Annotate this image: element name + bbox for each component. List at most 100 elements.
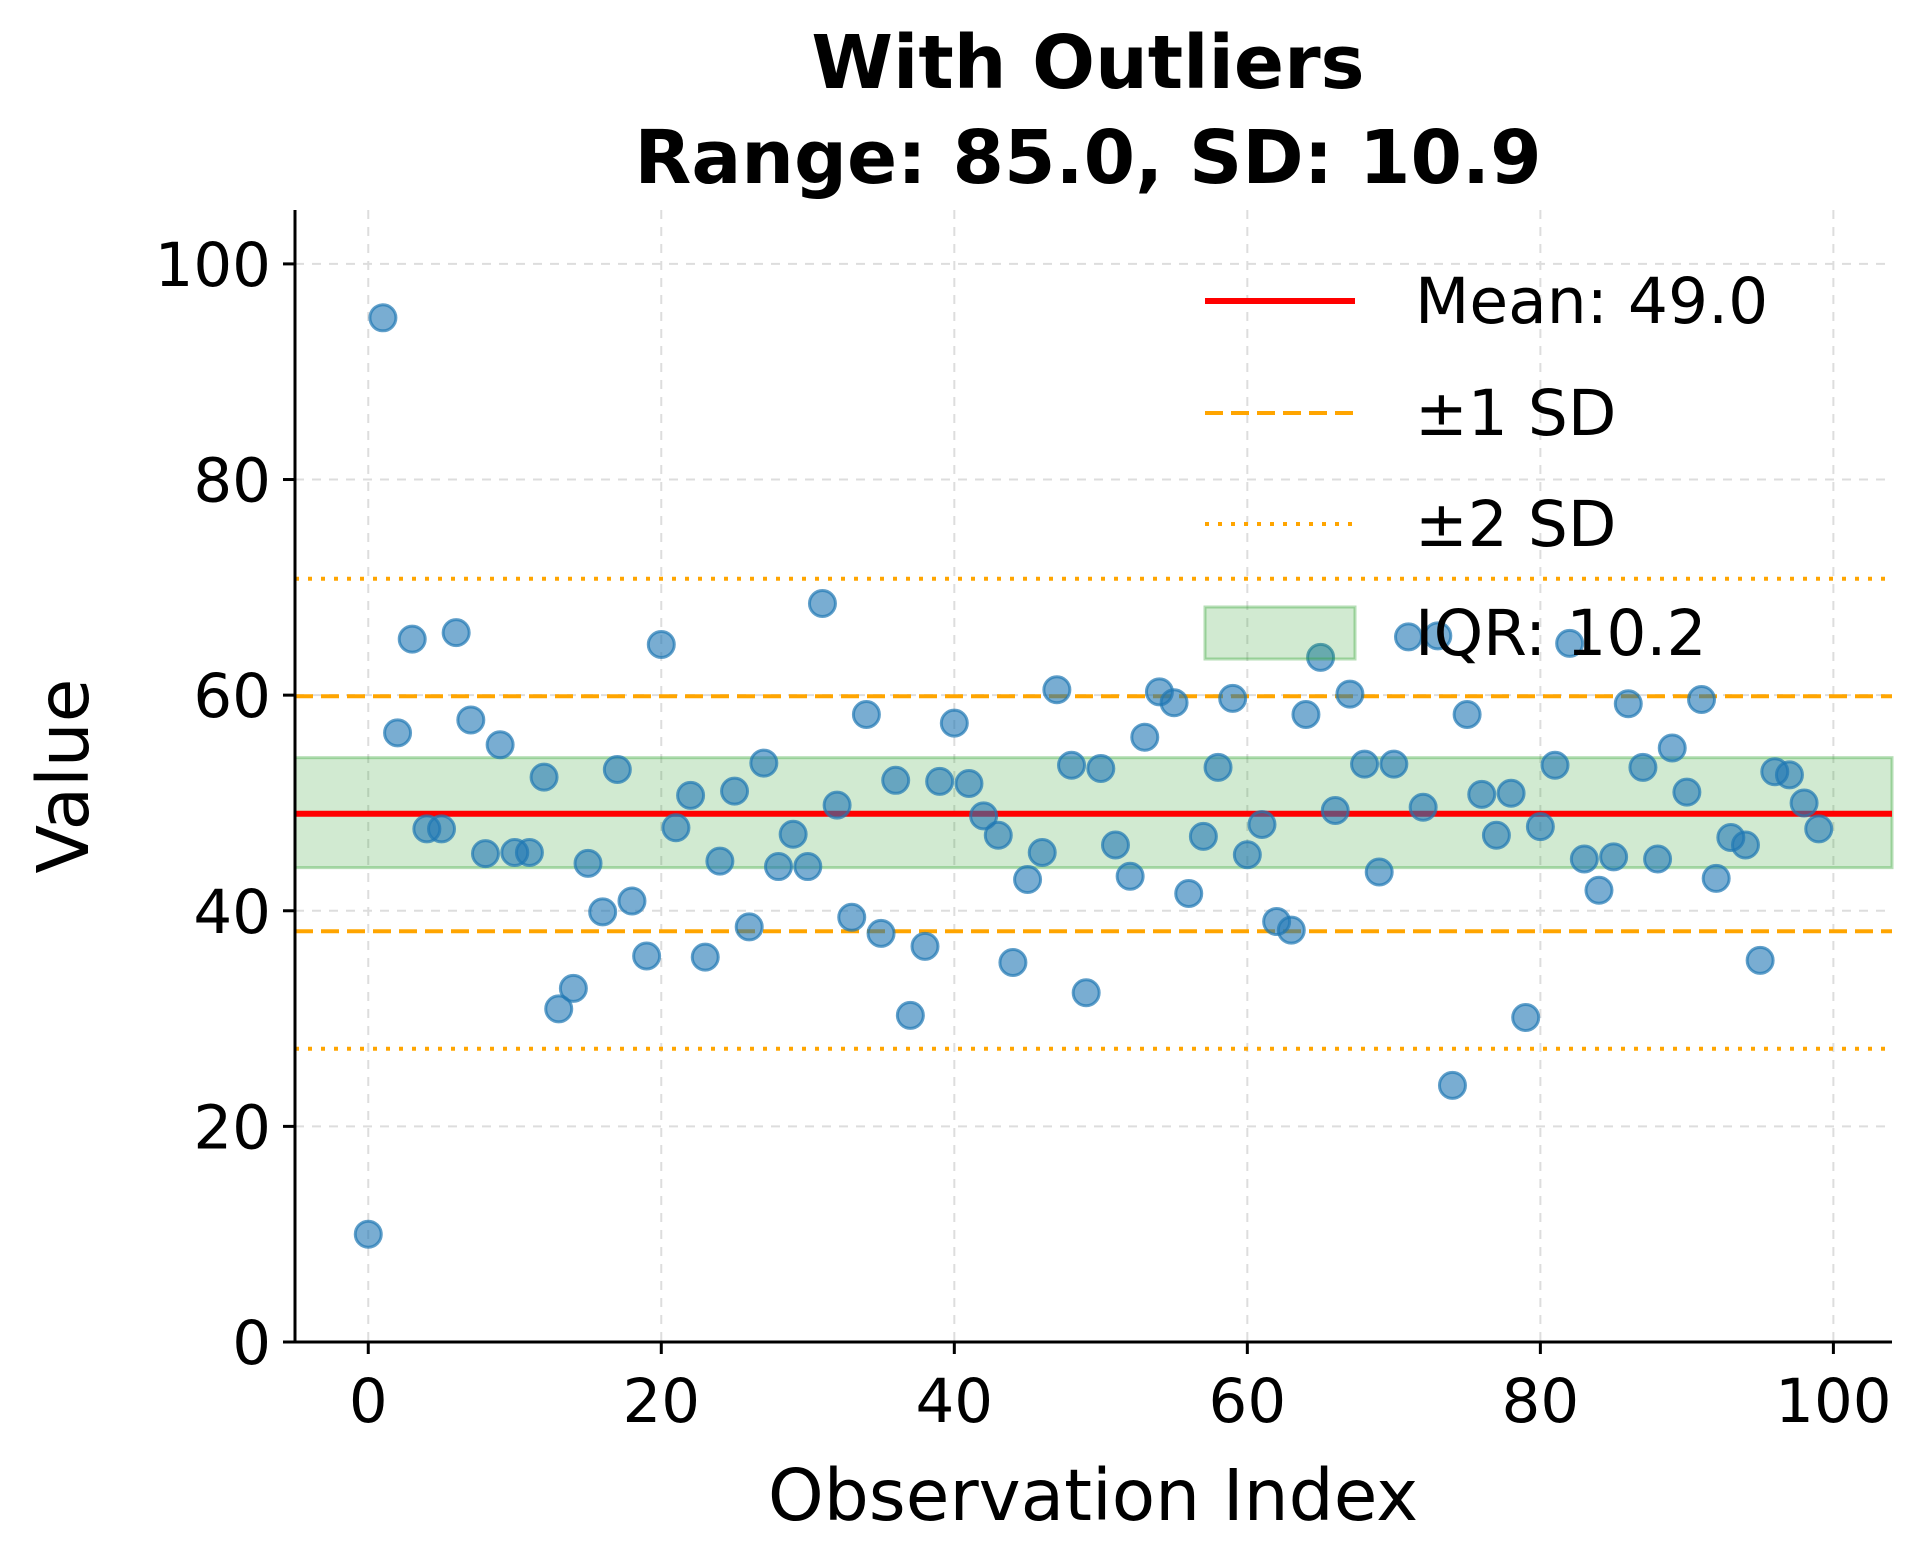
data-point: [544, 994, 574, 1024]
data-point: [397, 624, 427, 654]
data-point: [1804, 814, 1834, 844]
data-point: [1672, 777, 1702, 807]
legend: Mean: 49.0 ±1 SD ±2 SD IQR: 10.2: [1203, 265, 1768, 670]
data-point: [1057, 750, 1087, 780]
data-point: [1452, 700, 1482, 730]
data-point: [1745, 945, 1775, 975]
data-point: [441, 618, 471, 648]
data-point: [1613, 689, 1643, 719]
x-tick-label: 20: [622, 1366, 700, 1437]
data-point: [1350, 749, 1380, 779]
data-point: [969, 801, 999, 831]
data-point: [514, 838, 544, 868]
data-point: [646, 629, 676, 659]
y-tick-label: 80: [193, 446, 271, 517]
data-point: [676, 780, 706, 810]
data-point: [851, 700, 881, 730]
data-point: [1027, 838, 1057, 868]
data-point: [690, 942, 720, 972]
data-point: [1525, 812, 1555, 842]
y-axis-label: Value: [22, 679, 105, 874]
data-point: [895, 1000, 925, 1030]
data-point: [1643, 844, 1673, 874]
data-point: [661, 813, 691, 843]
data-point: [983, 820, 1013, 850]
data-point: [1555, 628, 1585, 658]
data-point: [866, 918, 896, 948]
data-point: [1042, 675, 1072, 705]
y-tick-label: 0: [232, 1308, 271, 1379]
data-point: [1232, 840, 1262, 870]
data-point: [1701, 863, 1731, 893]
data-point: [1599, 842, 1629, 872]
data-point: [1130, 722, 1160, 752]
y-tick-label: 40: [193, 877, 271, 948]
data-point: [1188, 821, 1218, 851]
data-point: [749, 748, 779, 778]
legend-iqr-swatch: [1203, 605, 1357, 661]
data-point: [939, 708, 969, 738]
data-point: [1276, 915, 1306, 945]
data-points: [353, 303, 1834, 1249]
data-point: [558, 973, 588, 1003]
x-tick-label: 40: [915, 1366, 993, 1437]
data-point: [1320, 795, 1350, 825]
data-point: [954, 769, 984, 799]
data-point: [1730, 830, 1760, 860]
y-tick-label: 60: [193, 661, 271, 732]
data-point: [1174, 879, 1204, 909]
data-point: [910, 931, 940, 961]
data-point: [617, 886, 647, 916]
data-point: [588, 897, 618, 927]
data-point: [763, 852, 793, 882]
legend-label: ±2 SD: [1415, 488, 1616, 561]
data-point: [1071, 978, 1101, 1008]
legend-label: ±1 SD: [1415, 377, 1616, 450]
data-point: [1306, 642, 1336, 672]
data-point: [778, 819, 808, 849]
data-point: [1540, 750, 1570, 780]
data-point: [1115, 861, 1145, 891]
x-axis-label: Observation Index: [768, 1454, 1418, 1537]
data-point: [837, 902, 867, 932]
data-point: [1496, 778, 1526, 808]
data-point: [1408, 792, 1438, 822]
data-point: [734, 912, 764, 942]
data-point: [470, 839, 500, 869]
data-point: [1203, 752, 1233, 782]
data-point: [1569, 844, 1599, 874]
data-point: [925, 766, 955, 796]
data-point: [1335, 679, 1365, 709]
x-tick-label: 0: [349, 1366, 388, 1437]
data-point: [1687, 684, 1717, 714]
data-point: [632, 941, 662, 971]
data-point: [1364, 857, 1394, 887]
data-point: [1218, 683, 1248, 713]
data-point: [529, 762, 559, 792]
data-point: [1467, 779, 1497, 809]
data-point: [1657, 733, 1687, 763]
data-point: [456, 705, 486, 735]
x-tick-label: 100: [1775, 1366, 1891, 1437]
data-point: [1437, 1070, 1467, 1100]
data-point: [1584, 875, 1614, 905]
data-point: [1086, 753, 1116, 783]
y-tick-label: 100: [155, 230, 271, 301]
data-point: [1247, 810, 1277, 840]
data-point: [1423, 621, 1453, 651]
chart-title: With Outliers: [811, 20, 1364, 106]
data-point: [881, 765, 911, 795]
ticks: 0 20 40 60 80 100 0 20 40 60 80 100: [155, 230, 1892, 1437]
data-point: [485, 730, 515, 760]
data-point: [807, 589, 837, 619]
data-point: [793, 852, 823, 882]
data-point: [705, 846, 735, 876]
data-point: [1159, 688, 1189, 718]
data-point: [822, 790, 852, 820]
data-point: [1394, 622, 1424, 652]
y-tick-label: 20: [193, 1092, 271, 1163]
data-point: [1379, 749, 1409, 779]
data-point: [573, 848, 603, 878]
data-point: [1789, 788, 1819, 818]
